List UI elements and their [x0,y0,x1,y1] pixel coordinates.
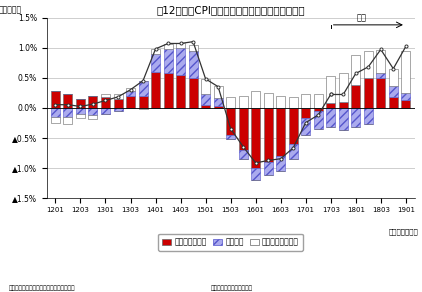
Bar [276,108,285,156]
Bar [376,50,385,73]
Bar [376,78,385,108]
Bar [301,108,310,119]
Bar [301,119,310,135]
Bar [276,96,285,108]
Bar [176,48,185,75]
Bar [101,108,110,114]
Bar [401,51,410,93]
Bar [364,108,373,124]
Bar [176,43,185,48]
Bar [151,72,160,108]
Bar [314,95,323,108]
Bar [264,93,273,108]
Bar [389,97,398,108]
Bar [76,114,85,119]
Bar [51,91,60,108]
Bar [214,98,223,106]
Bar [314,108,323,111]
Bar [326,76,335,103]
Bar [189,51,197,78]
Bar [201,105,210,108]
Bar [351,108,360,127]
Text: （資料）総務省統計局「消費者物価指数」: （資料）総務省統計局「消費者物価指数」 [8,285,75,291]
Bar [138,108,148,109]
Bar [151,54,160,72]
Bar [189,45,197,51]
Bar [389,69,398,86]
Bar [289,108,298,144]
Bar [89,115,97,119]
Bar [63,117,73,124]
Bar [314,111,323,129]
Bar [126,88,135,91]
Bar [63,95,73,108]
Bar [389,86,398,97]
Bar [251,108,260,168]
Bar [339,108,348,131]
Bar [226,97,235,108]
Bar [251,168,260,180]
Bar [226,108,235,135]
Bar [201,79,210,94]
Bar [364,51,373,78]
Bar [126,91,135,96]
Bar [164,49,173,73]
Bar [401,93,410,100]
Bar [176,75,185,108]
Bar [51,108,60,117]
Bar [289,97,298,108]
Bar [189,78,197,108]
Bar [238,96,248,108]
Bar [276,156,285,171]
Bar [138,96,148,108]
Bar [138,81,148,96]
Bar [251,91,260,108]
Bar [376,73,385,78]
Bar [238,108,248,150]
Text: （注）消費税の影響を除く: （注）消費税の影響を除く [211,285,253,291]
Bar [214,86,223,98]
Text: （前年比）: （前年比） [0,5,22,14]
Bar [51,117,60,123]
Bar [238,150,248,159]
Bar [264,162,273,175]
Bar [214,106,223,108]
Bar [89,108,97,115]
Bar [226,135,235,140]
Bar [264,108,273,162]
Bar [151,49,160,54]
Bar [114,94,122,99]
Bar [351,55,360,85]
Bar [164,44,173,49]
Bar [351,85,360,108]
Bar [289,144,298,159]
Bar [326,103,335,108]
Bar [301,95,310,108]
Bar [114,108,122,111]
Text: （年・四半期）: （年・四半期） [389,228,418,235]
Bar [201,94,210,105]
Bar [63,108,73,117]
Bar [339,73,348,102]
Bar [364,78,373,108]
Bar [126,96,135,108]
Bar [401,100,410,108]
Bar [76,108,85,114]
Bar [101,97,110,108]
Bar [114,99,122,108]
Bar [89,96,97,108]
Bar [76,99,85,108]
Bar [164,73,173,108]
Bar [326,108,335,127]
Bar [339,102,348,108]
Title: 図12　コアCPI（生鮮食品を除く総合）の見通し: 図12 コアCPI（生鮮食品を除く総合）の見通し [156,6,305,15]
Bar [101,94,110,97]
Legend: エネルギー要因, 為替要因, 需給・その他要因: エネルギー要因, 為替要因, 需給・その他要因 [158,234,303,251]
Text: 予想: 予想 [357,13,367,22]
